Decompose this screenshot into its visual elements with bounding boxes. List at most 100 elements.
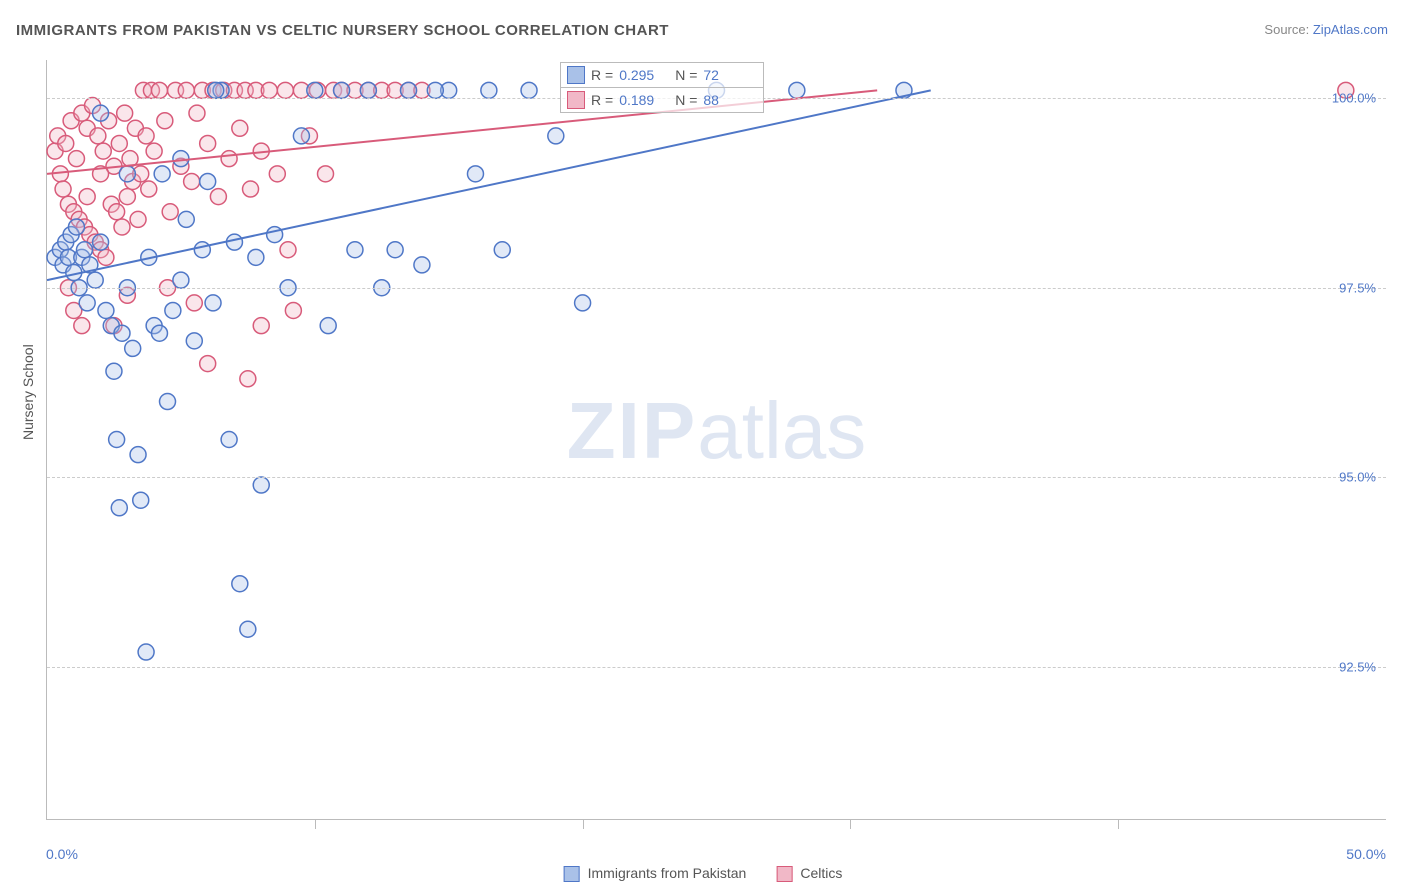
scatter-point: [79, 295, 95, 311]
scatter-point: [208, 82, 224, 98]
scatter-point: [178, 211, 194, 227]
scatter-point: [173, 272, 189, 288]
y-tick-label: 95.0%: [1339, 470, 1376, 485]
correlation-row: R = 0.295 N = 72: [561, 63, 763, 87]
r-label: R =: [591, 92, 613, 108]
scatter-point: [240, 371, 256, 387]
scatter-point: [320, 318, 336, 334]
scatter-point: [114, 219, 130, 235]
scatter-point: [146, 143, 162, 159]
scatter-point: [521, 82, 537, 98]
gridline: [47, 288, 1386, 289]
y-tick-label: 100.0%: [1332, 90, 1376, 105]
scatter-point: [280, 242, 296, 258]
trend-line: [47, 90, 931, 280]
scatter-point: [789, 82, 805, 98]
scatter-point: [205, 295, 221, 311]
scatter-point: [401, 82, 417, 98]
series-legend: Immigrants from Pakistan Celtics: [564, 865, 843, 882]
x-tick: [850, 819, 851, 829]
scatter-point: [133, 492, 149, 508]
scatter-point: [93, 234, 109, 250]
legend-label: Immigrants from Pakistan: [588, 865, 747, 881]
x-tick: [583, 819, 584, 829]
r-value: 0.295: [619, 67, 669, 83]
scatter-point: [125, 340, 141, 356]
scatter-point: [141, 181, 157, 197]
scatter-point: [548, 128, 564, 144]
scatter-point: [200, 356, 216, 372]
n-label: N =: [675, 67, 697, 83]
scatter-point: [106, 363, 122, 379]
scatter-point: [109, 432, 125, 448]
y-tick-label: 97.5%: [1339, 280, 1376, 295]
scatter-point: [277, 82, 293, 98]
scatter-point: [253, 318, 269, 334]
n-label: N =: [675, 92, 697, 108]
legend-label: Celtics: [800, 865, 842, 881]
legend-swatch: [567, 66, 585, 84]
scatter-point: [186, 295, 202, 311]
scatter-point: [269, 166, 285, 182]
source-link[interactable]: ZipAtlas.com: [1313, 22, 1388, 37]
scatter-point: [173, 151, 189, 167]
r-label: R =: [591, 67, 613, 83]
scatter-point: [138, 128, 154, 144]
scatter-point: [285, 302, 301, 318]
scatter-point: [111, 500, 127, 516]
legend-item: Celtics: [776, 865, 842, 882]
y-axis-label: Nursery School: [20, 344, 36, 440]
scatter-point: [154, 166, 170, 182]
correlation-row: R = 0.189 N = 88: [561, 87, 763, 112]
legend-item: Immigrants from Pakistan: [564, 865, 747, 882]
scatter-point: [55, 181, 71, 197]
scatter-point: [261, 82, 277, 98]
plot-svg: [47, 60, 1386, 819]
legend-swatch: [564, 866, 580, 882]
scatter-point: [160, 394, 176, 410]
scatter-point: [253, 477, 269, 493]
scatter-point: [210, 189, 226, 205]
scatter-point: [151, 82, 167, 98]
x-tick-label: 0.0%: [46, 846, 78, 862]
scatter-point: [189, 105, 205, 121]
scatter-point: [114, 325, 130, 341]
x-tick: [315, 819, 316, 829]
scatter-point: [178, 82, 194, 98]
scatter-point: [243, 181, 259, 197]
scatter-point: [93, 105, 109, 121]
plot-area: ZIPatlas: [46, 60, 1386, 820]
scatter-point: [138, 644, 154, 660]
legend-swatch: [567, 91, 585, 109]
n-value: 72: [703, 67, 753, 83]
x-tick-label: 50.0%: [1346, 846, 1386, 862]
scatter-point: [194, 242, 210, 258]
scatter-point: [165, 302, 181, 318]
scatter-point: [226, 234, 242, 250]
scatter-point: [74, 318, 90, 334]
scatter-point: [200, 135, 216, 151]
scatter-point: [232, 120, 248, 136]
scatter-point: [494, 242, 510, 258]
scatter-point: [248, 249, 264, 265]
scatter-point: [467, 166, 483, 182]
scatter-point: [68, 151, 84, 167]
scatter-point: [347, 242, 363, 258]
scatter-point: [130, 447, 146, 463]
x-tick: [1118, 819, 1119, 829]
scatter-point: [307, 82, 323, 98]
scatter-point: [90, 128, 106, 144]
scatter-point: [117, 105, 133, 121]
scatter-point: [414, 257, 430, 273]
scatter-point: [162, 204, 178, 220]
scatter-point: [334, 82, 350, 98]
scatter-point: [221, 432, 237, 448]
scatter-point: [200, 173, 216, 189]
scatter-point: [267, 227, 283, 243]
scatter-point: [240, 621, 256, 637]
scatter-point: [87, 272, 103, 288]
scatter-point: [119, 166, 135, 182]
scatter-point: [76, 242, 92, 258]
source-label: Source:: [1264, 22, 1309, 37]
scatter-point: [293, 128, 309, 144]
